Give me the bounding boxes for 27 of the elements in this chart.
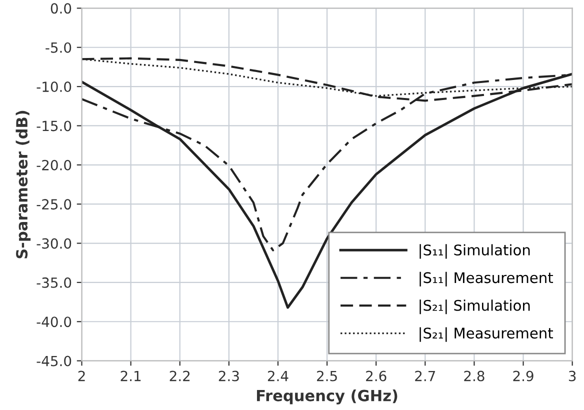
legend-label: |S₂₁| Measurement xyxy=(420,327,554,342)
y-tick-label: -20.0 xyxy=(36,160,72,170)
x-tick-label: 2 xyxy=(78,370,85,382)
x-tick-label: 2.5 xyxy=(317,370,337,382)
x-tick-label: 2.8 xyxy=(464,370,484,382)
y-tick-label: -10.0 xyxy=(36,82,72,92)
x-tick-label: 2.3 xyxy=(218,370,239,382)
x-tick-label: 2.6 xyxy=(366,370,386,382)
y-tick-label: -45.0 xyxy=(36,356,72,366)
y-tick-label: -30.0 xyxy=(36,238,72,249)
x-axis-title: Frequency (GHz) xyxy=(256,390,398,404)
x-tick-label: 2.2 xyxy=(170,370,190,382)
legend-label: |S₁₁| Simulation xyxy=(420,244,530,259)
y-tick-label: -15.0 xyxy=(36,120,72,132)
y-tick-label: -5.0 xyxy=(46,42,72,53)
x-tick-label: 2.1 xyxy=(120,370,141,382)
x-tick-label: 2.7 xyxy=(415,370,436,382)
x-tick-label: 2.9 xyxy=(513,370,534,382)
y-tick-label: -40.0 xyxy=(36,316,72,328)
x-tick-label: 2.4 xyxy=(268,370,288,382)
y-tick-label: -25.0 xyxy=(36,199,72,210)
y-axis-title: S-parameter (dB) xyxy=(16,110,31,258)
x-tick-label: 3 xyxy=(568,370,576,382)
y-tick-label: 0.0 xyxy=(50,3,72,14)
legend-label: |S₁₁| Measurement xyxy=(420,272,554,286)
legend-label: |S₂₁| Simulation xyxy=(420,300,530,314)
y-tick-label: -35.0 xyxy=(36,277,72,288)
